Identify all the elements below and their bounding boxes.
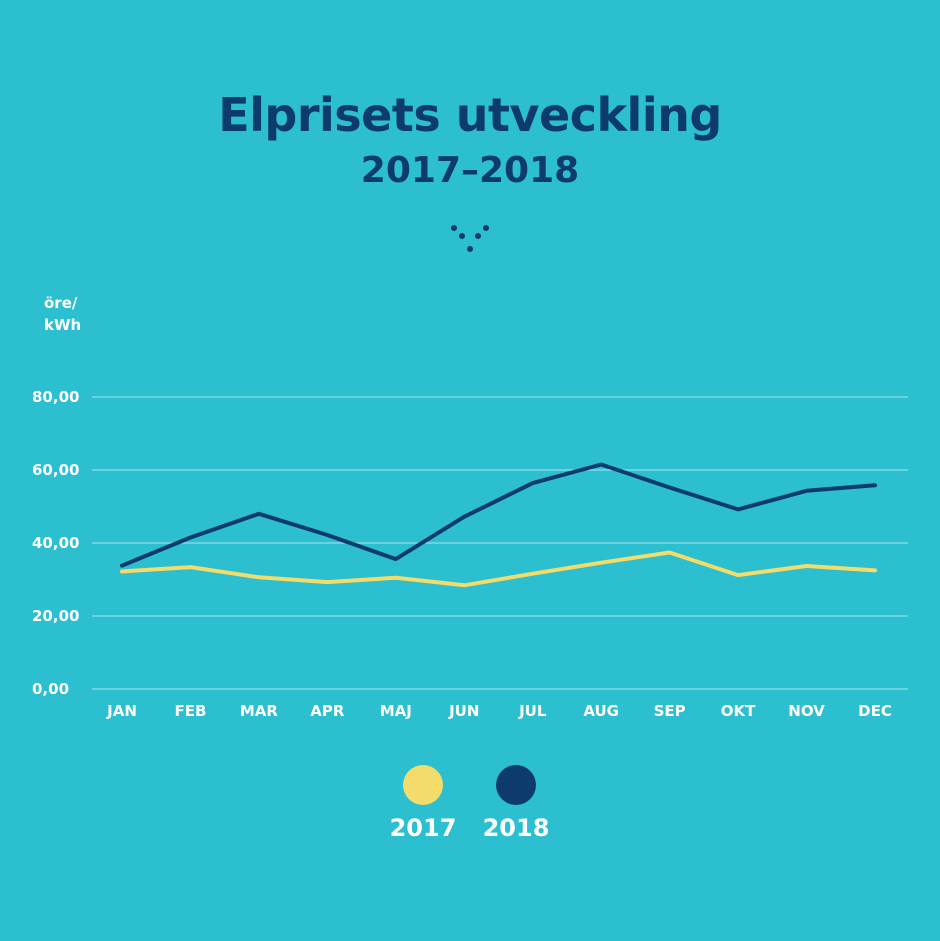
y-axis-unit-line-2: kWh [44, 316, 82, 334]
y-tick-label: 80,00 [32, 388, 79, 406]
dots-ornament-icon [451, 225, 489, 252]
x-tick-label: JUL [518, 702, 547, 720]
x-tick-label: OKT [721, 702, 756, 720]
legend-label-2018: 2018 [483, 814, 550, 842]
y-tick-label: 40,00 [32, 534, 79, 552]
y-tick-label: 60,00 [32, 461, 79, 479]
y-tick-labels: 0,00 20,00 40,00 60,00 80,00 [32, 388, 79, 698]
x-tick-label: JUN [448, 702, 479, 720]
legend-swatch-2017 [403, 765, 443, 805]
grid-lines [92, 396, 908, 690]
series-line-2017 [120, 550, 877, 588]
x-tick-label: APR [310, 702, 345, 720]
x-tick-label: NOV [788, 702, 825, 720]
legend: 2017 2018 [390, 765, 550, 842]
x-tick-label: MAR [240, 702, 279, 720]
chart-subtitle: 2017–2018 [360, 150, 580, 191]
x-tick-label: AUG [583, 702, 619, 720]
x-tick-label: DEC [858, 702, 892, 720]
y-axis-unit-line-1: öre/ [44, 294, 78, 312]
x-tick-label: JAN [106, 702, 137, 720]
legend-swatch-2018 [496, 765, 536, 805]
legend-label-2017: 2017 [390, 814, 457, 842]
x-tick-label: SEP [654, 702, 686, 720]
y-tick-label: 20,00 [32, 607, 79, 625]
x-tick-label: FEB [174, 702, 206, 720]
x-tick-labels: JAN FEB MAR APR MAJ JUN JUL AUG SEP OKT NOV DEC [106, 702, 892, 720]
y-axis-unit-label: öre/ kWh [44, 292, 104, 336]
x-tick-label: MAJ [380, 702, 412, 720]
series-line-2018 [120, 462, 877, 568]
series-lines [120, 462, 877, 588]
chart-title: Elprisets utveckling [218, 88, 722, 142]
y-tick-label: 0,00 [32, 680, 69, 698]
